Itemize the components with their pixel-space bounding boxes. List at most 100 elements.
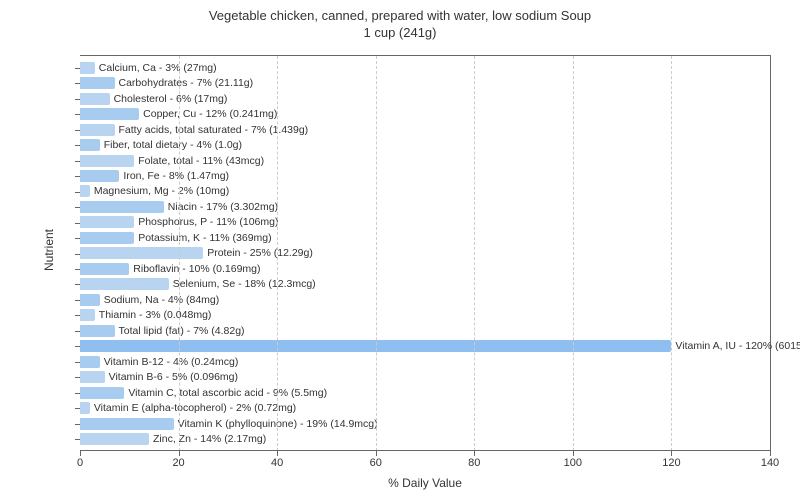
x-axis: % Daily Value 020406080100120140 [80, 450, 770, 451]
y-tick [75, 331, 80, 332]
bar-label: Fatty acids, total saturated - 7% (1.439… [115, 123, 309, 137]
x-axis-title: % Daily Value [388, 476, 462, 490]
bar [80, 77, 115, 89]
y-tick [75, 362, 80, 363]
bar-label: Vitamin B-6 - 5% (0.096mg) [105, 370, 238, 384]
bar-row: Carbohydrates - 7% (21.11g) [80, 76, 770, 90]
y-tick [75, 315, 80, 316]
bar-row: Selenium, Se - 18% (12.3mcg) [80, 277, 770, 291]
y-tick [75, 145, 80, 146]
y-tick [75, 207, 80, 208]
y-tick [75, 161, 80, 162]
x-tick-label: 60 [370, 457, 382, 469]
bar-label: Calcium, Ca - 3% (27mg) [95, 61, 217, 75]
bar-label: Copper, Cu - 12% (0.241mg) [139, 107, 277, 121]
gridline [376, 56, 377, 451]
bar-label: Folate, total - 11% (43mcg) [134, 154, 264, 168]
bar-label: Potassium, K - 11% (369mg) [134, 231, 271, 245]
x-tick [376, 451, 377, 456]
bar-row: Vitamin A, IU - 120% (6015IU) [80, 339, 770, 353]
y-tick [75, 99, 80, 100]
bar-row: Cholesterol - 6% (17mg) [80, 92, 770, 106]
y-tick [75, 238, 80, 239]
x-tick-label: 100 [564, 457, 582, 469]
bar-row: Sodium, Na - 4% (84mg) [80, 293, 770, 307]
bar-row: Copper, Cu - 12% (0.241mg) [80, 107, 770, 121]
y-axis-title: Nutrient [42, 229, 56, 271]
bar [80, 309, 95, 321]
bar [80, 247, 203, 259]
bar-row: Folate, total - 11% (43mcg) [80, 154, 770, 168]
bar [80, 62, 95, 74]
bar-row: Protein - 25% (12.29g) [80, 246, 770, 260]
bar [80, 155, 134, 167]
x-tick [474, 451, 475, 456]
bar [80, 325, 115, 337]
bar-row: Total lipid (fat) - 7% (4.82g) [80, 324, 770, 338]
chart-title: Vegetable chicken, canned, prepared with… [0, 0, 800, 42]
bar-row: Potassium, K - 11% (369mg) [80, 231, 770, 245]
bar-label: Selenium, Se - 18% (12.3mcg) [169, 277, 316, 291]
bar-label: Vitamin A, IU - 120% (6015IU) [671, 339, 800, 353]
x-tick-label: 20 [172, 457, 184, 469]
gridline [277, 56, 278, 451]
x-tick-label: 120 [662, 457, 680, 469]
bar-label: Cholesterol - 6% (17mg) [110, 92, 228, 106]
bar-label: Magnesium, Mg - 2% (10mg) [90, 184, 229, 198]
y-tick [75, 192, 80, 193]
gridline [474, 56, 475, 451]
y-tick [75, 68, 80, 69]
bar-label: Fiber, total dietary - 4% (1.0g) [100, 138, 242, 152]
y-tick [75, 377, 80, 378]
bar [80, 433, 149, 445]
x-tick-label: 80 [468, 457, 480, 469]
bar-label: Iron, Fe - 8% (1.47mg) [119, 169, 229, 183]
bar-row: Vitamin B-6 - 5% (0.096mg) [80, 370, 770, 384]
y-tick [75, 284, 80, 285]
y-tick [75, 269, 80, 270]
x-tick [671, 451, 672, 456]
bar-row: Niacin - 17% (3.302mg) [80, 200, 770, 214]
x-tick-label: 0 [77, 457, 83, 469]
bar-row: Zinc, Zn - 14% (2.17mg) [80, 432, 770, 446]
bar [80, 201, 164, 213]
bar [80, 263, 129, 275]
bar-row: Magnesium, Mg - 2% (10mg) [80, 184, 770, 198]
x-tick [573, 451, 574, 456]
bar [80, 278, 169, 290]
y-tick [75, 393, 80, 394]
bar-row: Vitamin B-12 - 4% (0.24mcg) [80, 355, 770, 369]
bar-row: Vitamin K (phylloquinone) - 19% (14.9mcg… [80, 417, 770, 431]
bars-container: Calcium, Ca - 3% (27mg)Carbohydrates - 7… [80, 60, 770, 447]
bar [80, 139, 100, 151]
gridline [573, 56, 574, 451]
bar [80, 93, 110, 105]
y-tick [75, 176, 80, 177]
bar [80, 294, 100, 306]
x-tick [80, 451, 81, 456]
bar-row: Vitamin E (alpha-tocopherol) - 2% (0.72m… [80, 401, 770, 415]
bar [80, 371, 105, 383]
bar-label: Vitamin B-12 - 4% (0.24mcg) [100, 355, 239, 369]
y-tick [75, 223, 80, 224]
bar [80, 185, 90, 197]
bar-label: Vitamin C, total ascorbic acid - 9% (5.5… [124, 386, 327, 400]
plot-area: Calcium, Ca - 3% (27mg)Carbohydrates - 7… [80, 55, 771, 451]
bar-row: Phosphorus, P - 11% (106mg) [80, 215, 770, 229]
bar-label: Thiamin - 3% (0.048mg) [95, 308, 212, 322]
y-tick [75, 439, 80, 440]
bar [80, 402, 90, 414]
bar-label: Sodium, Na - 4% (84mg) [100, 293, 220, 307]
gridline [179, 56, 180, 451]
chart-title-line2: 1 cup (241g) [0, 25, 800, 42]
bar-label: Zinc, Zn - 14% (2.17mg) [149, 432, 266, 446]
y-tick [75, 114, 80, 115]
bar-row: Vitamin C, total ascorbic acid - 9% (5.5… [80, 386, 770, 400]
y-tick [75, 300, 80, 301]
bar [80, 356, 100, 368]
y-tick [75, 83, 80, 84]
bar-label: Protein - 25% (12.29g) [203, 246, 313, 260]
y-tick [75, 130, 80, 131]
bar-row: Iron, Fe - 8% (1.47mg) [80, 169, 770, 183]
x-tick [277, 451, 278, 456]
